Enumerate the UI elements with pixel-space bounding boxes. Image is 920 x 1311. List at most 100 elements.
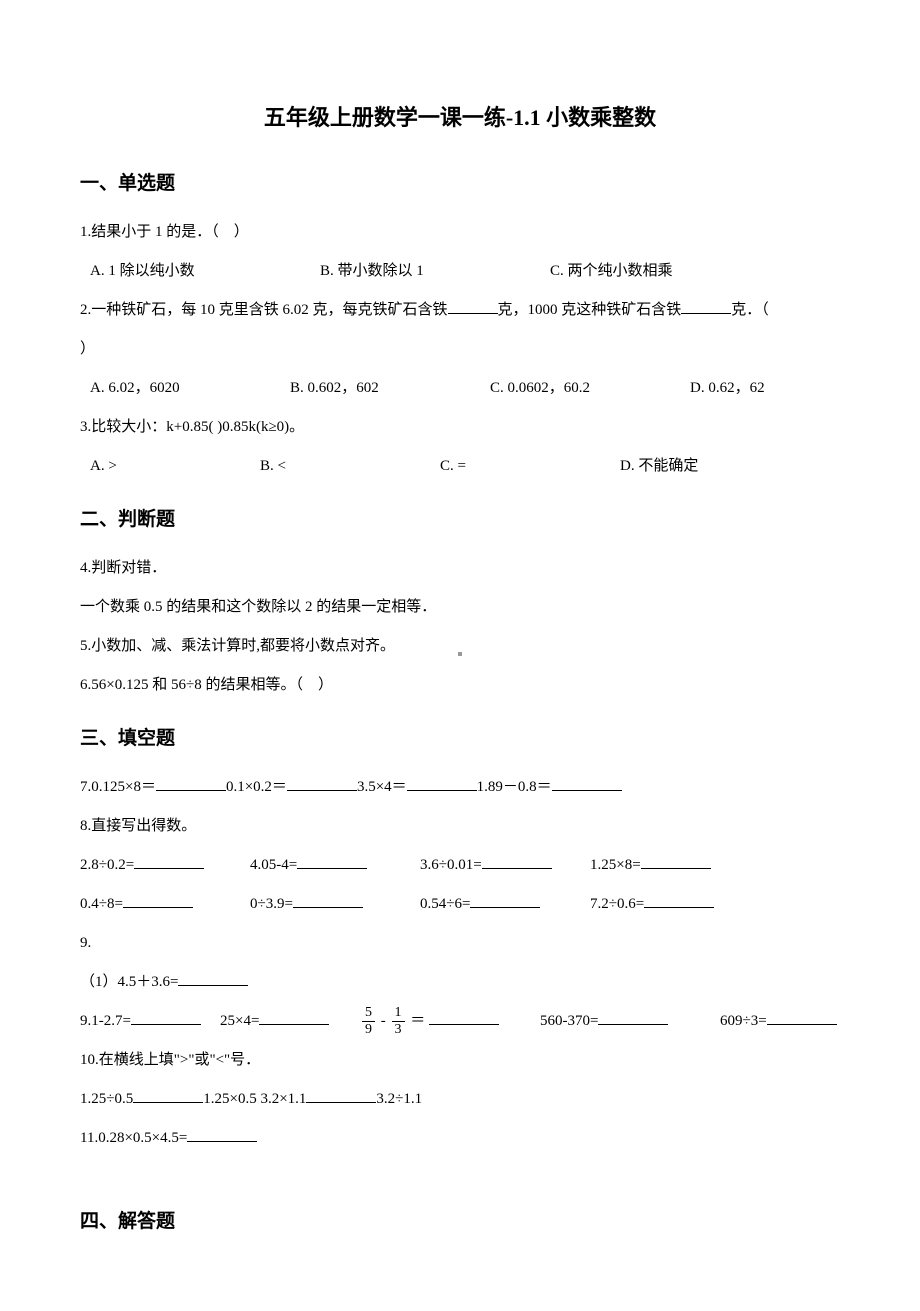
q8-r2a: 0.4÷8=	[80, 885, 250, 924]
blank	[178, 970, 248, 986]
q3-options: A. > B. < C. = D. 不能确定	[80, 447, 840, 486]
q8-r1b: 4.05-4=	[250, 846, 420, 885]
q2-opt-c: C. 0.0602，60.2	[490, 369, 690, 408]
blank	[156, 775, 226, 791]
q8-stem: 8.直接写出得数。	[80, 807, 840, 846]
q2-text-a: 2.一种铁矿石，每 10 克里含铁 6.02 克，每克铁矿石含铁	[80, 302, 448, 318]
text: 560-370=	[540, 1013, 598, 1029]
q4-l2: 一个数乘 0.5 的结果和这个数除以 2 的结果一定相等．	[80, 588, 840, 627]
q4-l1: 4.判断对错．	[80, 549, 840, 588]
blank	[306, 1087, 376, 1103]
q7-c: 3.5×4＝	[357, 779, 407, 795]
blank	[407, 775, 477, 791]
blank	[133, 1087, 203, 1103]
section-1-heading: 一、单选题	[80, 168, 840, 195]
q8-r1d: 1.25×8=	[590, 846, 760, 885]
blank	[131, 1009, 201, 1025]
q8-r2b: 0÷3.9=	[250, 885, 420, 924]
q3-opt-d: D. 不能确定	[620, 447, 840, 486]
denominator: 3	[392, 1022, 405, 1037]
text: 0.4÷8=	[80, 896, 123, 912]
q9-row: 9.1-2.7= 25×4= 5 9 - 1 3 ＝ 560-370= 609÷…	[80, 1002, 840, 1041]
blank	[767, 1009, 837, 1025]
q2-text-c: 克．（	[731, 302, 769, 318]
q3-opt-a: A. >	[90, 447, 260, 486]
q8-r1c: 3.6÷0.01=	[420, 846, 590, 885]
q2-opt-d: D. 0.62，62	[690, 369, 840, 408]
q2-text-b: 克，1000 克这种铁矿石含铁	[498, 302, 682, 318]
q10-body: 1.25÷0.5 1.25×0.5 3.2×1.1 3.2÷1.1	[80, 1080, 840, 1119]
q8-r2d: 7.2÷0.6=	[590, 885, 760, 924]
text: 609÷3=	[720, 1013, 767, 1029]
blank	[293, 892, 363, 908]
q9-b: 25×4=	[220, 1002, 360, 1041]
fraction-1-3: 1 3	[392, 1006, 405, 1037]
blank	[470, 892, 540, 908]
q9-l1: （1）4.5＋3.6=	[80, 963, 840, 1002]
q9-d: 560-370=	[540, 1002, 720, 1041]
q1-opt-a: A. 1 除以纯小数	[90, 252, 320, 291]
numerator: 5	[362, 1006, 375, 1022]
q3-stem: 3.比较大小：k+0.85( )0.85k(k≥0)。	[80, 408, 840, 447]
center-marker	[458, 652, 462, 656]
q9-e: 609÷3=	[720, 1002, 860, 1041]
q6: 6.56×0.125 和 56÷8 的结果相等。（ ）	[80, 666, 840, 705]
text: 7.2÷0.6=	[590, 896, 644, 912]
blank	[123, 892, 193, 908]
q8-r1a: 2.8÷0.2=	[80, 846, 250, 885]
q1-options: A. 1 除以纯小数 B. 带小数除以 1 C. 两个纯小数相乘	[80, 252, 840, 291]
q3-opt-b: B. <	[260, 447, 440, 486]
blank	[259, 1009, 329, 1025]
blank	[187, 1126, 257, 1142]
blank	[641, 853, 711, 869]
page-title: 五年级上册数学一课一练-1.1 小数乘整数	[80, 100, 840, 132]
q1-opt-b: B. 带小数除以 1	[320, 252, 550, 291]
section-4-heading: 四、解答题	[80, 1206, 840, 1233]
q10-c: 3.2÷1.1	[376, 1091, 422, 1107]
blank	[644, 892, 714, 908]
text: 2.8÷0.2=	[80, 857, 134, 873]
q7-b: 0.1×0.2＝	[226, 779, 287, 795]
q11-text: 11.0.28×0.5×4.5=	[80, 1130, 187, 1146]
text: 25×4=	[220, 1013, 259, 1029]
q9-l1-text: （1）4.5＋3.6=	[80, 974, 178, 990]
q7-a: 7.0.125×8＝	[80, 779, 156, 795]
blank	[297, 853, 367, 869]
eq: ＝	[410, 1013, 425, 1029]
section-2-heading: 二、判断题	[80, 504, 840, 531]
blank	[681, 298, 731, 314]
q1-stem: 1.结果小于 1 的是．（ ）	[80, 213, 840, 252]
q3-opt-c: C. =	[440, 447, 620, 486]
fraction-5-9: 5 9	[362, 1006, 375, 1037]
text: 0÷3.9=	[250, 896, 293, 912]
minus: -	[381, 1013, 386, 1029]
q9-frac: 5 9 - 1 3 ＝	[360, 1002, 540, 1041]
q9-a: 9.1-2.7=	[80, 1002, 220, 1041]
q2-stem: 2.一种铁矿石，每 10 克里含铁 6.02 克，每克铁矿石含铁 克，1000 克…	[80, 291, 840, 330]
q2-stem-close: ）	[80, 330, 840, 369]
blank	[287, 775, 357, 791]
text: 4.05-4=	[250, 857, 297, 873]
q10-a: 1.25÷0.5	[80, 1091, 133, 1107]
text: 1.25×8=	[590, 857, 641, 873]
q1-opt-c: C. 两个纯小数相乘	[550, 252, 840, 291]
q9-stem: 9.	[80, 924, 840, 963]
q10-stem: 10.在横线上填">"或"<"号．	[80, 1041, 840, 1080]
blank	[552, 775, 622, 791]
q2-opt-a: A. 6.02，6020	[90, 369, 290, 408]
q7-d: 1.89－0.8＝	[477, 779, 552, 795]
q8-r2c: 0.54÷6=	[420, 885, 590, 924]
blank	[598, 1009, 668, 1025]
blank	[482, 853, 552, 869]
blank	[134, 853, 204, 869]
text: 3.6÷0.01=	[420, 857, 482, 873]
blank	[448, 298, 498, 314]
q5: 5.小数加、减、乘法计算时,都要将小数点对齐。	[80, 627, 840, 666]
q8-row1: 2.8÷0.2= 4.05-4= 3.6÷0.01= 1.25×8=	[80, 846, 840, 885]
q10-b: 1.25×0.5 3.2×1.1	[203, 1091, 306, 1107]
text: 9.1-2.7=	[80, 1013, 131, 1029]
q2-options: A. 6.02，6020 B. 0.602，602 C. 0.0602，60.2…	[80, 369, 840, 408]
numerator: 1	[392, 1006, 405, 1022]
denominator: 9	[362, 1022, 375, 1037]
text: 0.54÷6=	[420, 896, 470, 912]
